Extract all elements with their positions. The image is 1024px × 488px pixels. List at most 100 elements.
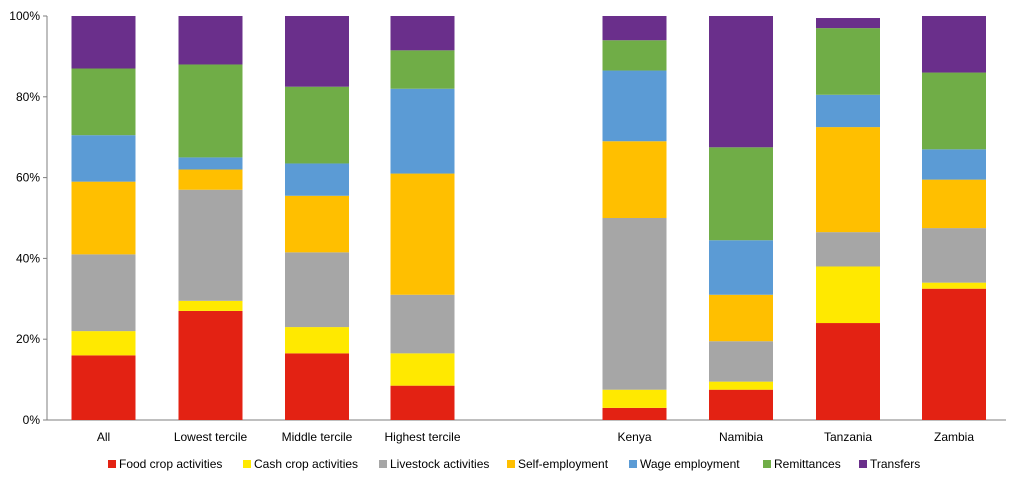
legend-label: Self-employment	[518, 457, 609, 471]
bar-segment-livestock-activities	[178, 189, 243, 301]
legend-label: Cash crop activities	[254, 457, 358, 471]
bar-segment-remittances	[922, 72, 986, 150]
legend-swatch	[763, 460, 771, 468]
bar-segment-transfers	[285, 16, 349, 87]
legend-swatch	[108, 460, 116, 468]
bar-segment-self-employment	[816, 127, 880, 233]
bar-segment-food-crop-activities	[709, 389, 773, 420]
legend-swatch	[379, 460, 387, 468]
bar-segment-wage-employment	[816, 94, 880, 128]
bar-segment-transfers	[602, 16, 667, 41]
x-category-label: Namibia	[719, 430, 763, 444]
y-tick-label: 60%	[16, 171, 40, 185]
x-category-label: All	[97, 430, 110, 444]
bar-segment-self-employment	[602, 141, 667, 218]
bars	[71, 16, 986, 420]
bar-segment-transfers	[71, 16, 136, 69]
bar-segment-livestock-activities	[285, 252, 349, 328]
bar-segment-cash-crop-activities	[71, 331, 136, 356]
legend-swatch	[859, 460, 867, 468]
bar-segment-remittances	[602, 40, 667, 71]
bar-segment-wage-employment	[602, 70, 667, 142]
y-tick-label: 0%	[23, 413, 41, 427]
bar-segment-food-crop-activities	[285, 353, 349, 420]
bar-stack-highest-tercile	[390, 16, 455, 420]
bar-segment-self-employment	[285, 195, 349, 253]
bar-segment-wage-employment	[922, 149, 986, 180]
bar-segment-wage-employment	[178, 157, 243, 170]
x-category-label: Zambia	[934, 430, 974, 444]
bar-segment-transfers	[816, 18, 880, 29]
x-category-label: Tanzania	[824, 430, 872, 444]
legend-item-livestock-activities: Livestock activities	[379, 457, 489, 471]
bar-segment-transfers	[922, 16, 986, 73]
legend-label: Transfers	[870, 457, 920, 471]
bar-segment-livestock-activities	[390, 294, 455, 354]
bar-segment-wage-employment	[71, 135, 136, 182]
bar-segment-transfers	[709, 16, 773, 148]
bar-segment-wage-employment	[709, 240, 773, 295]
bar-segment-cash-crop-activities	[178, 300, 243, 311]
bar-segment-cash-crop-activities	[285, 327, 349, 354]
y-tick-label: 80%	[16, 90, 40, 104]
bar-segment-wage-employment	[390, 88, 455, 174]
bar-segment-remittances	[816, 28, 880, 95]
y-tick-label: 100%	[9, 9, 40, 23]
bar-segment-cash-crop-activities	[390, 353, 455, 386]
bar-segment-food-crop-activities	[816, 323, 880, 420]
legend-swatch	[629, 460, 637, 468]
bar-segment-remittances	[285, 86, 349, 164]
legend-item-wage-employment: Wage employment	[629, 457, 740, 471]
legend-item-cash-crop-activities: Cash crop activities	[243, 457, 358, 471]
bar-segment-cash-crop-activities	[709, 381, 773, 390]
x-category-labels: All Lowest tercile Middle tercile Highest t…	[97, 430, 975, 444]
bar-segment-transfers	[178, 16, 243, 65]
bar-segment-remittances	[178, 64, 243, 158]
bar-stack-all	[71, 16, 136, 420]
bar-segment-self-employment	[71, 181, 136, 255]
bar-segment-livestock-activities	[922, 228, 986, 283]
legend-item-self-employment: Self-employment	[507, 457, 609, 471]
bar-segment-food-crop-activities	[71, 355, 136, 420]
bar-stack-zambia	[922, 16, 986, 420]
x-category-label: Lowest tercile	[174, 430, 248, 444]
bar-segment-food-crop-activities	[922, 288, 986, 420]
legend-swatch	[507, 460, 515, 468]
bar-stack-tanzania	[816, 18, 880, 420]
bar-segment-transfers	[390, 16, 455, 51]
legend: Food crop activities Cash crop activities…	[108, 457, 920, 471]
bar-segment-livestock-activities	[602, 218, 667, 390]
bar-segment-remittances	[390, 50, 455, 89]
bar-segment-self-employment	[390, 173, 455, 295]
bar-segment-livestock-activities	[816, 232, 880, 267]
bar-stack-namibia	[709, 16, 773, 420]
x-category-label: Kenya	[617, 430, 651, 444]
y-tick-labels: 0% 20% 40% 60% 80% 100%	[9, 9, 40, 427]
bar-segment-wage-employment	[285, 163, 349, 196]
y-tick-label: 40%	[16, 251, 40, 265]
bar-segment-self-employment	[178, 169, 243, 190]
bar-segment-cash-crop-activities	[816, 266, 880, 324]
bar-segment-food-crop-activities	[178, 310, 243, 420]
y-tick-label: 20%	[16, 332, 40, 346]
legend-item-remittances: Remittances	[763, 457, 841, 471]
legend-label: Food crop activities	[119, 457, 222, 471]
legend-label: Remittances	[774, 457, 841, 471]
bar-segment-remittances	[709, 147, 773, 241]
bar-stack-kenya	[602, 16, 667, 420]
x-category-label: Middle tercile	[282, 430, 353, 444]
bar-segment-food-crop-activities	[602, 407, 667, 420]
bar-segment-cash-crop-activities	[922, 282, 986, 289]
bar-segment-self-employment	[709, 294, 773, 342]
x-category-label: Highest tercile	[384, 430, 460, 444]
legend-item-food-crop-activities: Food crop activities	[108, 457, 222, 471]
bar-stack-lowest-tercile	[178, 16, 243, 420]
bar-segment-livestock-activities	[71, 254, 136, 332]
bar-segment-self-employment	[922, 179, 986, 229]
legend-label: Wage employment	[640, 457, 740, 471]
legend-item-transfers: Transfers	[859, 457, 920, 471]
bar-segment-cash-crop-activities	[602, 389, 667, 408]
bar-segment-food-crop-activities	[390, 385, 455, 420]
bar-stack-middle-tercile	[285, 16, 349, 420]
